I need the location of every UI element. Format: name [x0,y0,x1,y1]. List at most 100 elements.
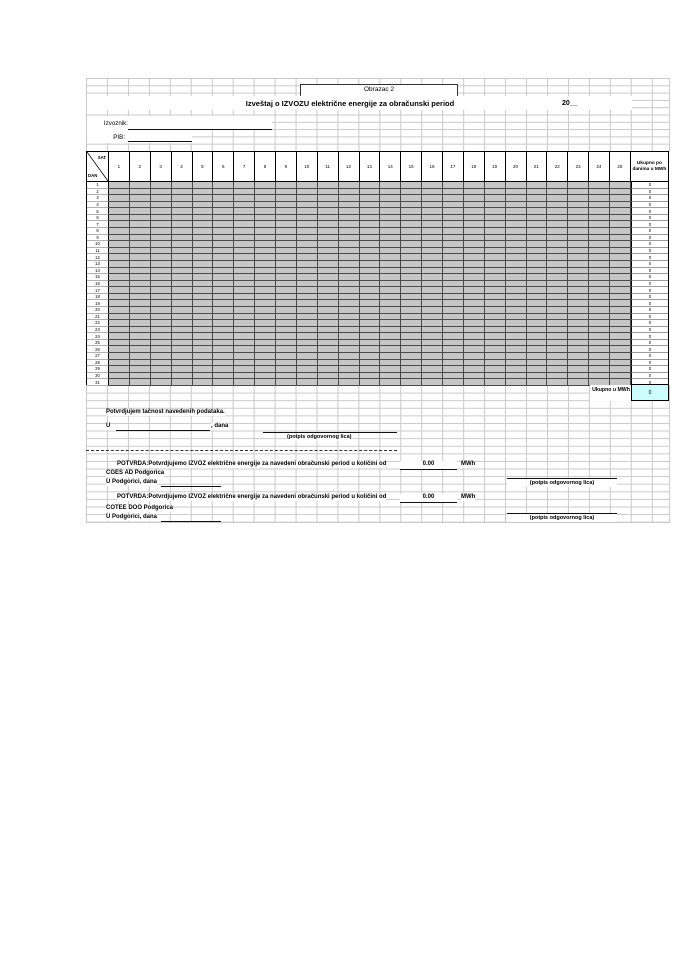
hour-value-cell[interactable] [422,313,443,321]
place-input-line[interactable] [116,424,210,431]
hour-value-cell[interactable] [109,201,130,209]
hour-value-cell[interactable] [296,306,318,314]
hour-value-cell[interactable] [255,359,276,367]
hour-value-cell[interactable] [255,228,276,235]
hour-value-cell[interactable] [610,339,631,347]
hour-value-cell[interactable] [338,353,360,360]
hour-value-cell[interactable] [213,267,235,275]
hour-value-cell[interactable] [568,274,590,281]
hour-value-cell[interactable] [610,306,631,314]
hour-value-cell[interactable] [317,221,339,229]
hour-value-cell[interactable] [568,326,590,334]
hour-value-cell[interactable] [443,267,464,275]
hour-value-cell[interactable] [255,293,276,301]
hour-value-cell[interactable] [401,313,423,321]
potvrda2-amount-field[interactable]: 0.00 [400,494,457,503]
hour-value-cell[interactable] [296,208,318,215]
hour-value-cell[interactable] [234,313,256,321]
hour-value-cell[interactable] [505,287,527,294]
hour-value-cell[interactable] [380,195,402,202]
hour-value-cell[interactable] [484,214,506,222]
hour-value-cell[interactable] [380,247,402,255]
hour-value-cell[interactable] [192,366,214,373]
hour-value-cell[interactable] [317,379,339,386]
hour-value-cell[interactable] [547,280,569,288]
hour-value-cell[interactable] [317,228,339,235]
hour-value-cell[interactable] [234,234,256,242]
hour-value-cell[interactable] [276,208,297,215]
hour-value-cell[interactable] [547,182,569,189]
hour-value-cell[interactable] [380,300,402,307]
hour-value-cell[interactable] [276,339,297,347]
hour-value-cell[interactable] [359,280,381,288]
hour-value-cell[interactable] [526,267,548,275]
hour-value-cell[interactable] [213,188,235,196]
hour-value-cell[interactable] [484,372,506,380]
hour-value-cell[interactable] [401,353,423,360]
hour-value-cell[interactable] [234,201,256,209]
hour-value-cell[interactable] [589,333,610,340]
hour-value-cell[interactable] [150,320,172,327]
hour-value-cell[interactable] [610,333,631,340]
hour-value-cell[interactable] [484,333,506,340]
hour-value-cell[interactable] [255,313,276,321]
hour-value-cell[interactable] [589,208,610,215]
hour-value-cell[interactable] [568,221,590,229]
hour-value-cell[interactable] [359,234,381,242]
hour-value-cell[interactable] [526,333,548,340]
hour-value-cell[interactable] [589,267,610,275]
hour-value-cell[interactable] [463,366,485,373]
hour-value-cell[interactable] [422,366,443,373]
hour-value-cell[interactable] [338,379,360,386]
hour-value-cell[interactable] [255,366,276,373]
hour-value-cell[interactable] [109,267,130,275]
hour-value-cell[interactable] [380,221,402,229]
hour-value-cell[interactable] [484,182,506,189]
hour-value-cell[interactable] [109,333,130,340]
hour-value-cell[interactable] [109,260,130,268]
hour-value-cell[interactable] [526,339,548,347]
hour-value-cell[interactable] [213,254,235,261]
hour-value-cell[interactable] [129,359,151,367]
hour-value-cell[interactable] [589,339,610,347]
hour-value-cell[interactable] [610,188,631,196]
hour-value-cell[interactable] [255,201,276,209]
hour-value-cell[interactable] [443,247,464,255]
hour-value-cell[interactable] [422,359,443,367]
hour-value-cell[interactable] [610,195,631,202]
hour-value-cell[interactable] [213,260,235,268]
hour-value-cell[interactable] [359,188,381,196]
hour-value-cell[interactable] [610,346,631,354]
hour-value-cell[interactable] [505,280,527,288]
hour-value-cell[interactable] [276,234,297,242]
hour-value-cell[interactable] [443,353,464,360]
hour-value-cell[interactable] [380,228,402,235]
hour-value-cell[interactable] [276,201,297,209]
hour-value-cell[interactable] [276,182,297,189]
hour-value-cell[interactable] [443,214,464,222]
hour-value-cell[interactable] [255,274,276,281]
hour-value-cell[interactable] [296,247,318,255]
hour-value-cell[interactable] [213,313,235,321]
hour-value-cell[interactable] [192,228,214,235]
hour-value-cell[interactable] [380,241,402,248]
hour-value-cell[interactable] [129,182,151,189]
hour-value-cell[interactable] [234,228,256,235]
hour-value-cell[interactable] [568,346,590,354]
hour-value-cell[interactable] [317,260,339,268]
hour-value-cell[interactable] [463,293,485,301]
hour-value-cell[interactable] [255,306,276,314]
hour-value-cell[interactable] [526,320,548,327]
hour-value-cell[interactable] [338,241,360,248]
izvoznik-input-line[interactable] [128,118,272,130]
hour-value-cell[interactable] [296,188,318,196]
hour-value-cell[interactable] [568,333,590,340]
hour-value-cell[interactable] [610,214,631,222]
hour-value-cell[interactable] [401,287,423,294]
hour-value-cell[interactable] [380,188,402,196]
hour-value-cell[interactable] [568,379,590,386]
hour-value-cell[interactable] [109,188,130,196]
hour-value-cell[interactable] [234,260,256,268]
hour-value-cell[interactable] [296,182,318,189]
hour-value-cell[interactable] [568,241,590,248]
